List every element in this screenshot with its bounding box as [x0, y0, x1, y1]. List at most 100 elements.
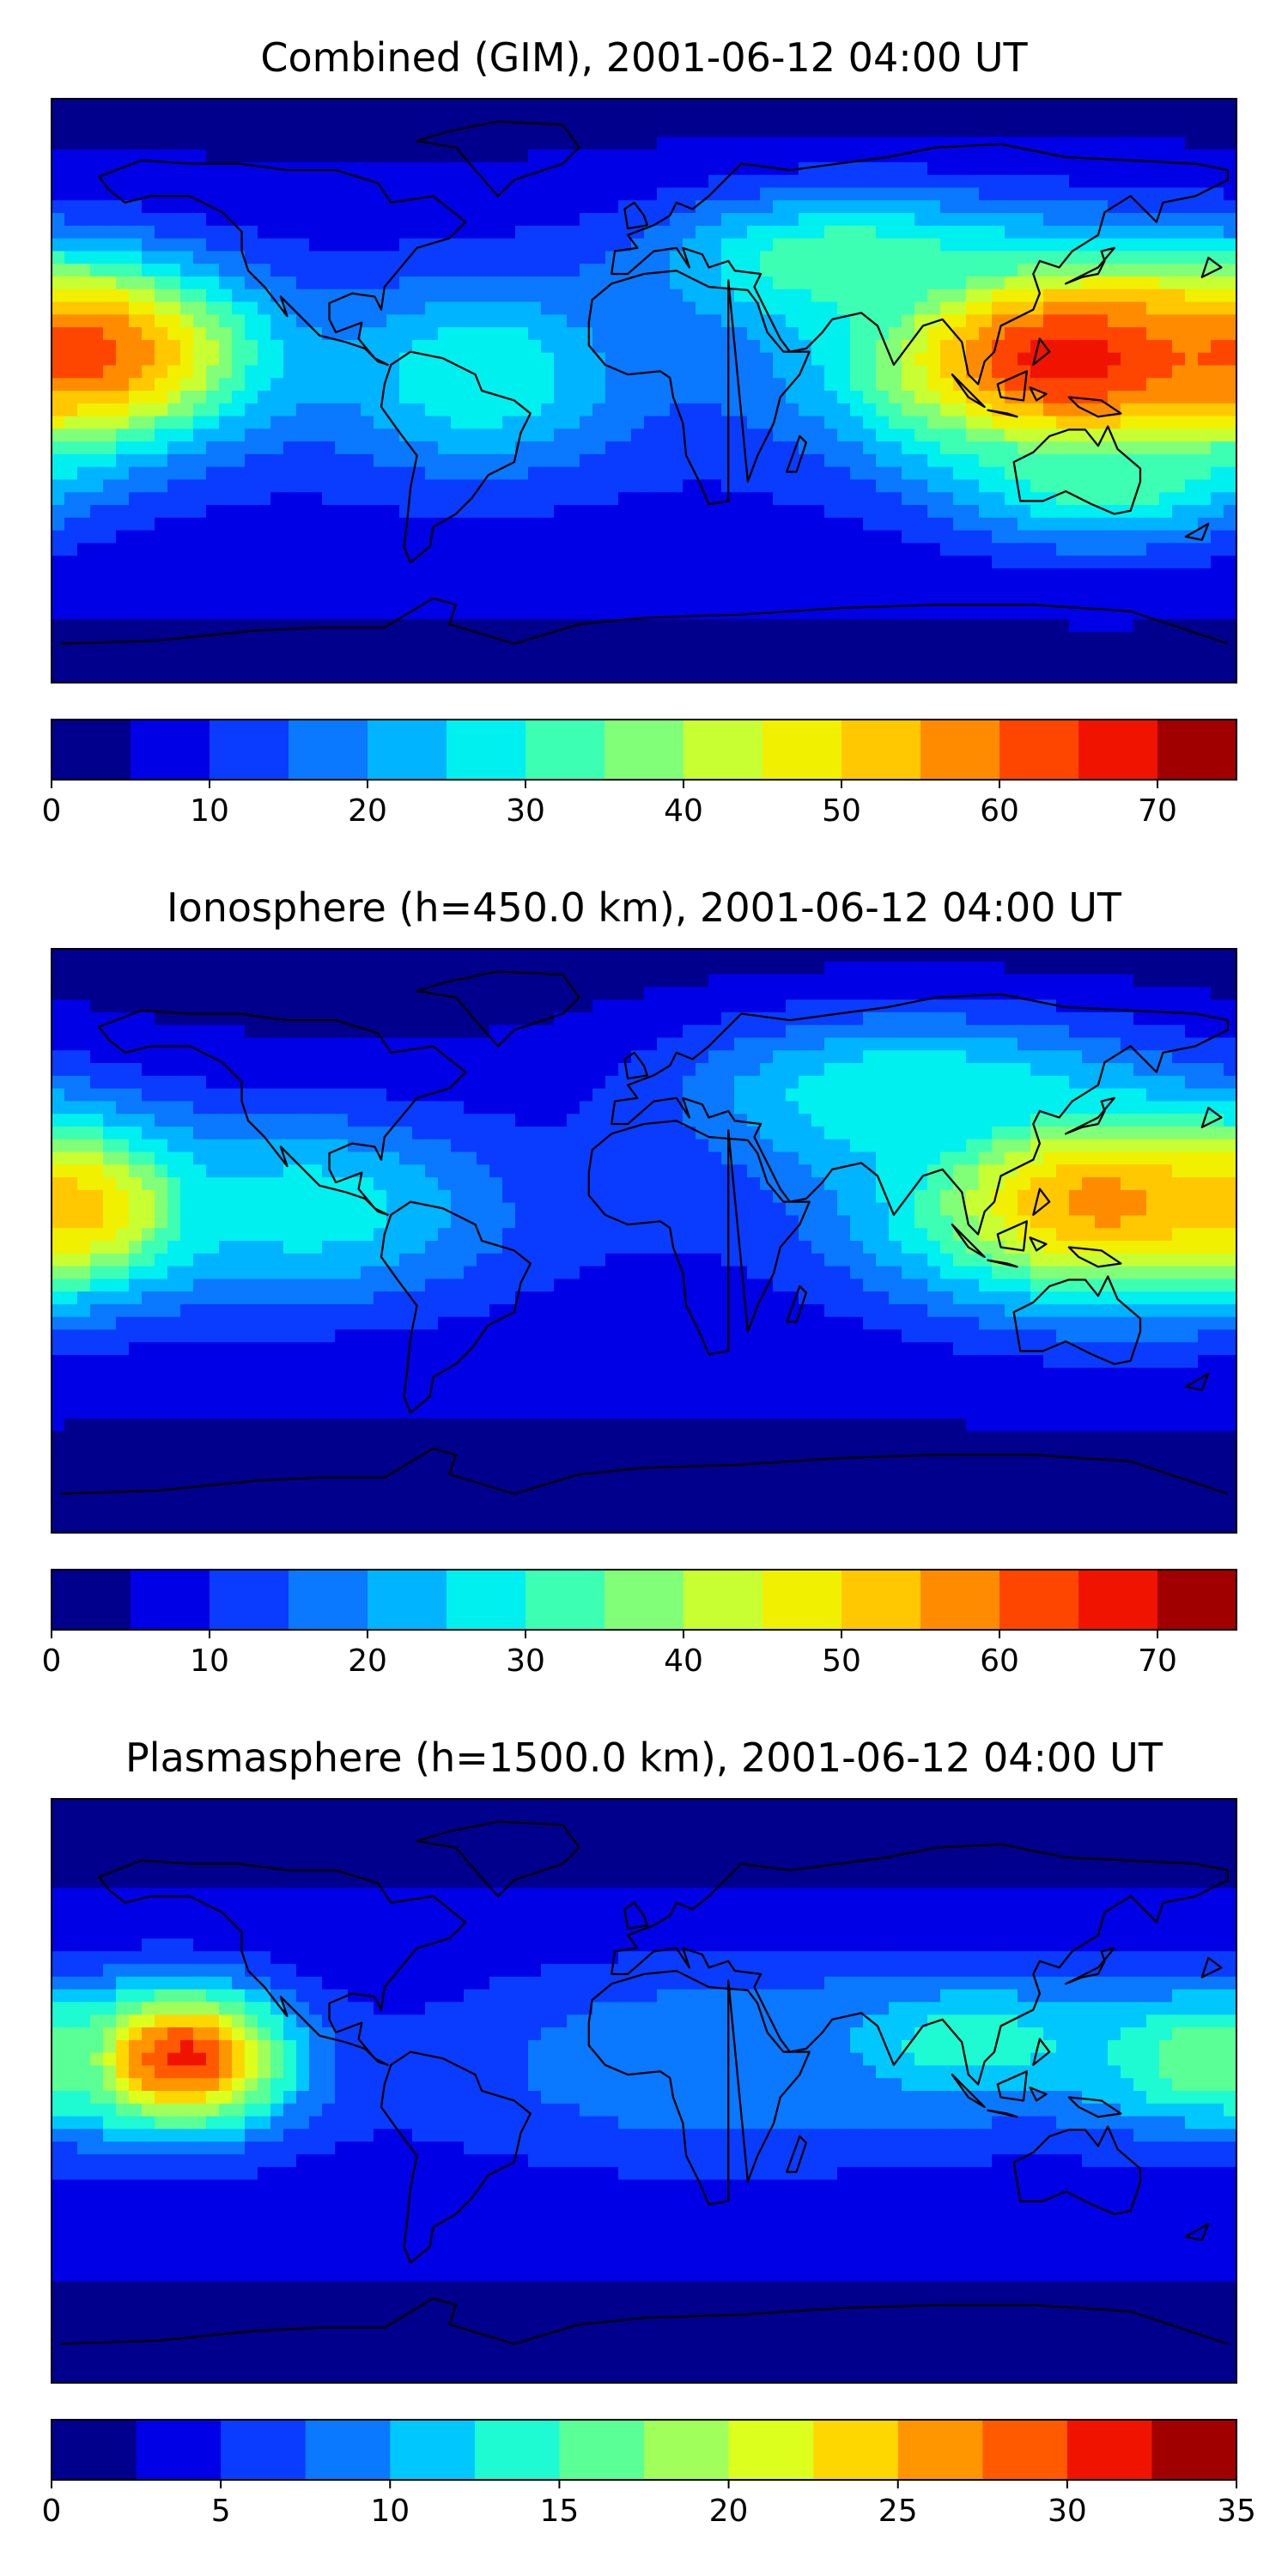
heatmap-cell [283, 99, 297, 112]
heatmap-cell [631, 619, 645, 633]
heatmap-cell [889, 391, 902, 404]
heatmap-cell [322, 174, 336, 189]
heatmap-cell [528, 339, 542, 354]
heatmap-cell [1133, 949, 1147, 963]
heatmap-cell [1108, 111, 1121, 125]
heatmap-cell [64, 606, 78, 620]
heatmap-cell [451, 949, 465, 963]
heatmap-cell [966, 416, 980, 429]
heatmap-cell [309, 339, 323, 354]
colorbar-segment [52, 720, 131, 780]
heatmap-cell [1133, 416, 1147, 429]
heatmap-cell [528, 556, 542, 569]
heatmap-cell [412, 593, 426, 607]
heatmap-cell [399, 149, 413, 163]
heatmap-cell [502, 556, 516, 569]
heatmap-cell [953, 149, 967, 163]
heatmap-cell [1159, 264, 1173, 277]
heatmap-cell [232, 606, 246, 620]
heatmap-cell [979, 161, 993, 176]
heatmap-cell [1082, 365, 1096, 379]
heatmap-cell [270, 568, 284, 582]
heatmap-cell [953, 670, 967, 683]
heatmap-cell [477, 441, 490, 455]
heatmap-cell [1146, 251, 1160, 264]
heatmap-cell [734, 479, 748, 493]
heatmap-cell [1095, 974, 1109, 987]
heatmap-cell [309, 99, 323, 112]
heatmap-cell [747, 403, 761, 417]
heatmap-cell [103, 137, 117, 150]
heatmap-cell [270, 314, 284, 328]
heatmap-cell [708, 339, 722, 354]
heatmap-cell [554, 276, 568, 290]
heatmap-cell [644, 479, 658, 493]
heatmap-cell [129, 670, 143, 683]
heatmap-cell [1005, 999, 1018, 1013]
heatmap-cell [541, 606, 555, 620]
heatmap-cell [90, 961, 104, 975]
heatmap-cell [657, 453, 671, 468]
heatmap-cell [386, 161, 400, 176]
heatmap-cell [747, 556, 761, 569]
heatmap-cell [580, 606, 593, 620]
heatmap-cell [1108, 251, 1121, 264]
heatmap-cell [760, 1037, 774, 1051]
heatmap-cell [1018, 403, 1031, 417]
heatmap-cell [902, 644, 915, 659]
heatmap-cell [992, 251, 1005, 264]
heatmap-cell [451, 580, 465, 595]
heatmap-cell [1121, 314, 1134, 328]
heatmap-cell [206, 213, 220, 227]
heatmap-cell [129, 999, 143, 1013]
heatmap-cell [425, 391, 439, 404]
heatmap-cell [1043, 124, 1057, 137]
heatmap-cell [811, 213, 825, 227]
heatmap-cell [283, 264, 297, 277]
heatmap-cell [541, 365, 555, 379]
heatmap-cell [786, 251, 799, 264]
heatmap-cell [180, 517, 194, 532]
heatmap-cell [683, 416, 696, 429]
heatmap-cell [863, 99, 877, 112]
heatmap-cell [258, 593, 271, 607]
heatmap-cell [979, 428, 993, 442]
heatmap-cell [786, 276, 799, 290]
heatmap-cell [927, 1012, 941, 1026]
heatmap-cell [1018, 1024, 1031, 1039]
heatmap-cell [374, 161, 387, 176]
heatmap-cell [167, 111, 181, 125]
heatmap-cell [232, 670, 246, 683]
heatmap-cell [77, 987, 91, 1000]
heatmap-cell [1159, 314, 1173, 328]
heatmap-cell [438, 999, 452, 1013]
heatmap-cell [129, 644, 143, 659]
heatmap-cell [283, 111, 297, 125]
heatmap-cell [64, 251, 78, 264]
heatmap-cell [734, 580, 748, 595]
heatmap-cell [889, 428, 902, 442]
heatmap-cell [811, 999, 825, 1013]
heatmap-cell [477, 999, 490, 1013]
heatmap-cell [502, 441, 516, 455]
heatmap-cell [914, 161, 928, 176]
heatmap-cell [425, 974, 439, 987]
heatmap-cell [515, 213, 529, 227]
heatmap-cell [799, 466, 812, 481]
heatmap-cell [348, 657, 361, 671]
heatmap-cell [386, 466, 400, 481]
heatmap-cell [734, 999, 748, 1013]
heatmap-cell [1185, 441, 1199, 455]
heatmap-cell [451, 1012, 465, 1026]
heatmap-cell [142, 314, 155, 328]
heatmap-cell [1030, 949, 1044, 963]
heatmap-cell [554, 301, 568, 315]
heatmap-cell [902, 619, 915, 633]
heatmap-cell [1018, 606, 1031, 620]
heatmap-cell [1030, 619, 1044, 633]
heatmap-cell [696, 365, 709, 379]
heatmap-cell [837, 378, 851, 392]
heatmap-cell [309, 949, 323, 963]
heatmap-cell [361, 505, 374, 519]
heatmap-cell [786, 492, 799, 506]
